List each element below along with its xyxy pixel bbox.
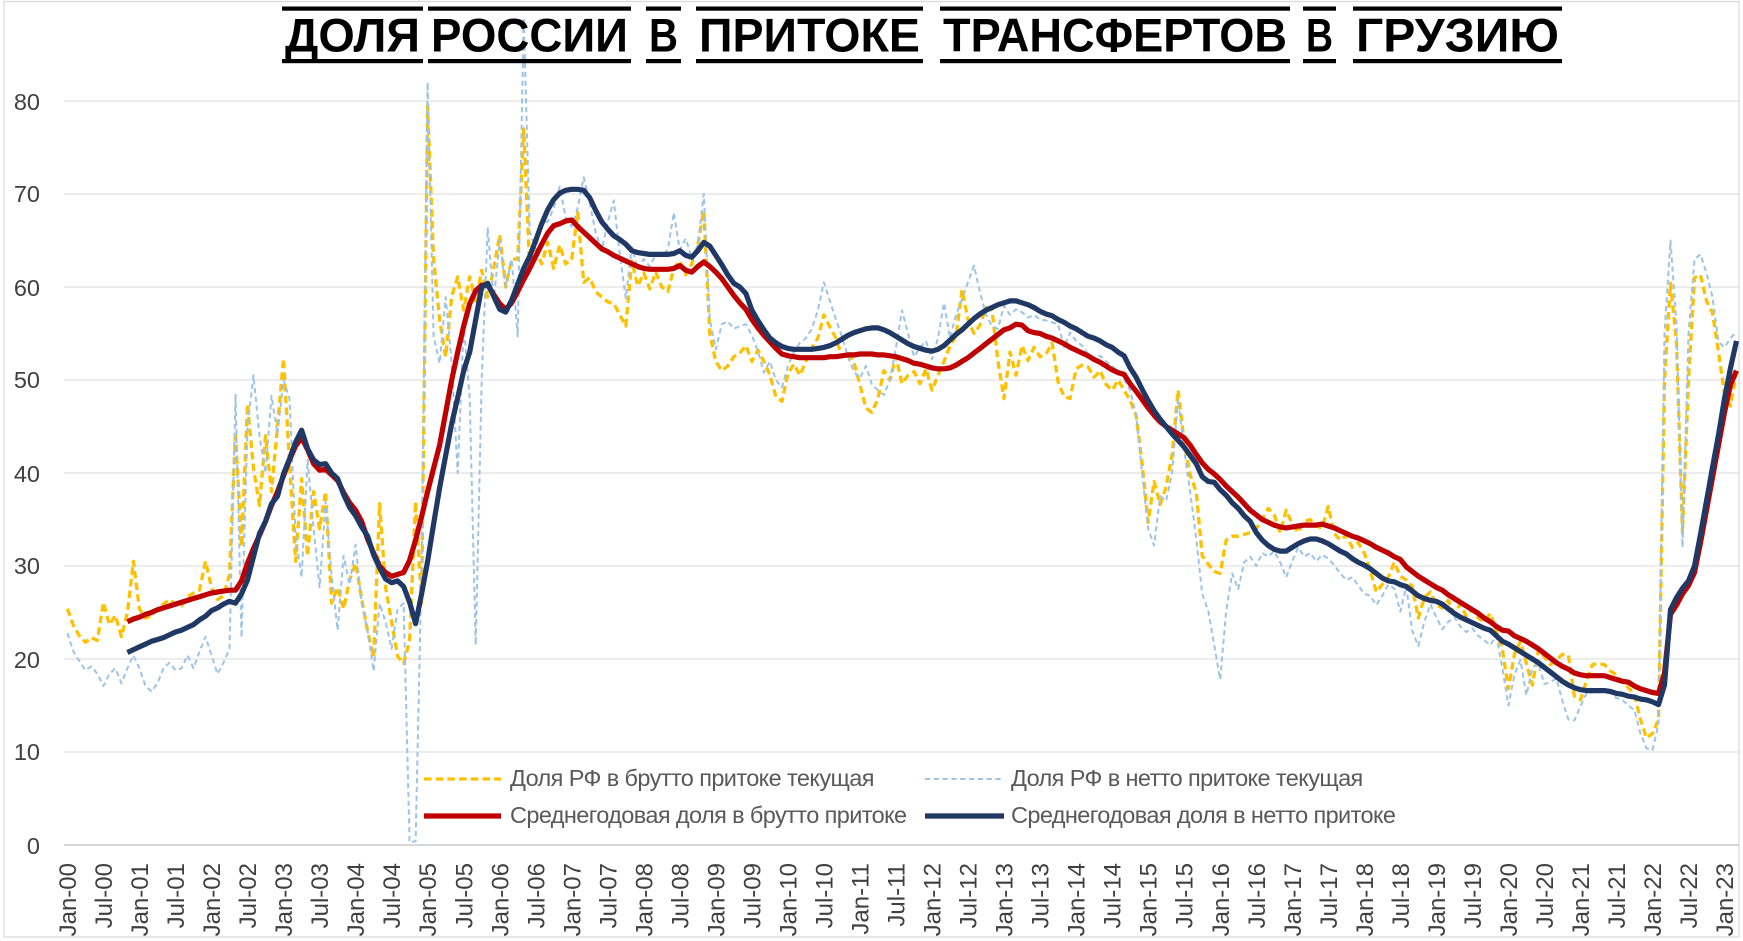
svg-text:Jan-06: Jan-06	[487, 863, 514, 936]
svg-text:70: 70	[14, 181, 40, 207]
svg-text:Jan-08: Jan-08	[631, 863, 658, 936]
svg-text:Jul-18: Jul-18	[1388, 863, 1415, 928]
svg-text:РОССИИ: РОССИИ	[431, 9, 628, 62]
svg-text:Jan-13: Jan-13	[992, 863, 1019, 936]
svg-text:Среднегодовая доля в брутто пр: Среднегодовая доля в брутто притоке	[510, 802, 907, 828]
svg-text:Jul-12: Jul-12	[956, 863, 983, 928]
svg-text:Jul-04: Jul-04	[379, 863, 406, 928]
svg-text:40: 40	[14, 461, 40, 487]
svg-text:Jul-19: Jul-19	[1460, 863, 1487, 928]
svg-text:30: 30	[14, 553, 40, 579]
svg-text:Jan-18: Jan-18	[1352, 863, 1379, 936]
svg-text:Jan-17: Jan-17	[1280, 863, 1307, 936]
svg-text:Jul-03: Jul-03	[307, 863, 334, 928]
svg-text:Jul-14: Jul-14	[1100, 863, 1127, 928]
svg-text:ПРИТОКЕ: ПРИТОКЕ	[699, 9, 920, 62]
svg-text:Jan-23: Jan-23	[1712, 863, 1739, 936]
svg-text:Jan-04: Jan-04	[343, 863, 370, 936]
svg-text:ДОЛЯ: ДОЛЯ	[285, 9, 420, 62]
svg-text:60: 60	[14, 275, 40, 301]
svg-text:Jul-20: Jul-20	[1532, 863, 1559, 928]
svg-text:Jan-09: Jan-09	[703, 863, 730, 936]
svg-text:Jul-01: Jul-01	[163, 863, 190, 928]
svg-text:Доля РФ в нетто притоке текуща: Доля РФ в нетто притоке текущая	[1011, 765, 1363, 791]
svg-text:Доля РФ в брутто притоке текущ: Доля РФ в брутто притоке текущая	[510, 765, 874, 791]
svg-text:Jul-22: Jul-22	[1676, 863, 1703, 928]
svg-text:Jan-15: Jan-15	[1136, 863, 1163, 936]
svg-text:Jan-11: Jan-11	[848, 863, 875, 935]
svg-text:Jul-16: Jul-16	[1244, 863, 1271, 928]
svg-text:В: В	[1306, 9, 1333, 62]
svg-text:Jan-00: Jan-00	[55, 863, 82, 936]
svg-text:В: В	[649, 9, 678, 62]
svg-text:Jul-00: Jul-00	[91, 863, 118, 928]
svg-text:Среднегодовая доля в нетто при: Среднегодовая доля в нетто притоке	[1011, 802, 1396, 828]
svg-text:Jul-06: Jul-06	[523, 863, 550, 928]
svg-text:Jul-05: Jul-05	[451, 863, 478, 928]
svg-text:Jan-10: Jan-10	[776, 863, 803, 936]
svg-text:Jul-17: Jul-17	[1316, 863, 1343, 928]
svg-text:Jul-02: Jul-02	[235, 863, 262, 928]
svg-text:Jul-08: Jul-08	[667, 863, 694, 928]
svg-text:Jan-02: Jan-02	[199, 863, 226, 936]
svg-text:Jul-11: Jul-11	[884, 863, 911, 927]
svg-text:Jan-03: Jan-03	[271, 863, 298, 936]
svg-text:Jan-16: Jan-16	[1208, 863, 1235, 936]
svg-text:Jan-19: Jan-19	[1424, 863, 1451, 936]
svg-text:20: 20	[14, 647, 40, 673]
svg-text:Jan-21: Jan-21	[1568, 863, 1595, 936]
svg-text:Jul-13: Jul-13	[1028, 863, 1055, 928]
svg-text:Jul-21: Jul-21	[1604, 863, 1631, 928]
svg-text:Jan-22: Jan-22	[1640, 863, 1667, 936]
svg-text:Jan-12: Jan-12	[920, 863, 947, 936]
svg-text:Jan-20: Jan-20	[1496, 863, 1523, 936]
svg-text:80: 80	[14, 89, 40, 115]
svg-text:50: 50	[14, 367, 40, 393]
svg-text:Jan-01: Jan-01	[127, 863, 154, 936]
svg-text:10: 10	[14, 739, 40, 765]
svg-text:ТРАНСФЕРТОВ: ТРАНСФЕРТОВ	[943, 9, 1287, 62]
svg-text:Jul-09: Jul-09	[740, 863, 767, 928]
svg-text:Jan-07: Jan-07	[559, 863, 586, 936]
svg-text:Jul-07: Jul-07	[595, 863, 622, 928]
svg-text:Jul-10: Jul-10	[812, 863, 839, 928]
svg-text:0: 0	[27, 833, 40, 859]
svg-text:Jan-14: Jan-14	[1064, 863, 1091, 936]
svg-text:Jan-05: Jan-05	[415, 863, 442, 936]
svg-text:ГРУЗИЮ: ГРУЗИЮ	[1356, 9, 1559, 62]
svg-text:Jul-15: Jul-15	[1172, 863, 1199, 928]
